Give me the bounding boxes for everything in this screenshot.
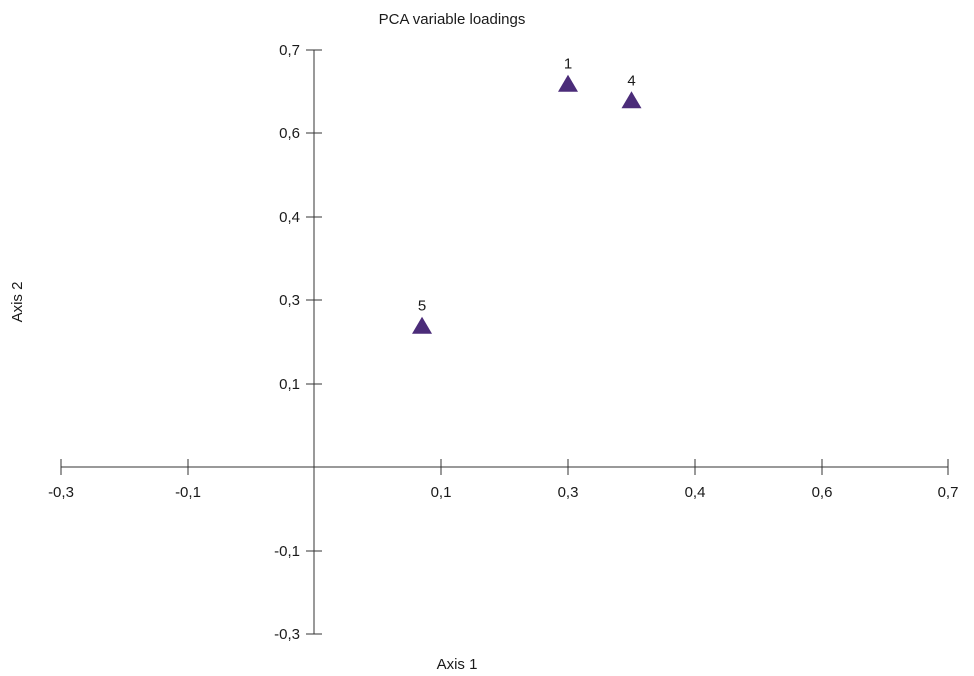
y-tick-label: -0,3 xyxy=(274,626,300,643)
y-tick-label: 0,4 xyxy=(279,209,300,226)
point-marker-1 xyxy=(558,74,578,92)
y-tick-label: 0,7 xyxy=(279,42,300,59)
x-axis-ticks: -0,3 -0,1 0,1 0,3 0,4 0,6 0,7 xyxy=(48,459,958,501)
chart-title: PCA variable loadings xyxy=(379,11,526,28)
x-tick-label: 0,7 xyxy=(938,484,959,501)
y-axis-ticks: -0,3 -0,1 0,1 0,3 0,4 0,6 0,7 xyxy=(274,42,322,643)
x-tick-label: 0,4 xyxy=(685,484,706,501)
data-points: 14523 xyxy=(412,56,642,334)
x-tick-label: 0,1 xyxy=(431,484,452,501)
x-tick-label: 0,6 xyxy=(812,484,833,501)
x-tick-label: 0,3 xyxy=(558,484,579,501)
point-label-5: 5 xyxy=(418,298,426,315)
y-axis-title: Axis 2 xyxy=(9,282,26,323)
point-marker-5 xyxy=(412,316,433,334)
y-tick-label: 0,1 xyxy=(279,376,300,393)
point-label-1: 1 xyxy=(564,56,572,73)
y-tick-label: 0,3 xyxy=(279,292,300,309)
x-tick-label: -0,1 xyxy=(175,484,201,501)
point-marker-4 xyxy=(621,91,642,109)
point-label-4: 4 xyxy=(627,72,635,89)
x-axis-title: Axis 1 xyxy=(437,656,478,673)
y-tick-label: 0,6 xyxy=(279,125,300,142)
y-tick-label: -0,1 xyxy=(274,543,300,560)
x-tick-label: -0,3 xyxy=(48,484,74,501)
